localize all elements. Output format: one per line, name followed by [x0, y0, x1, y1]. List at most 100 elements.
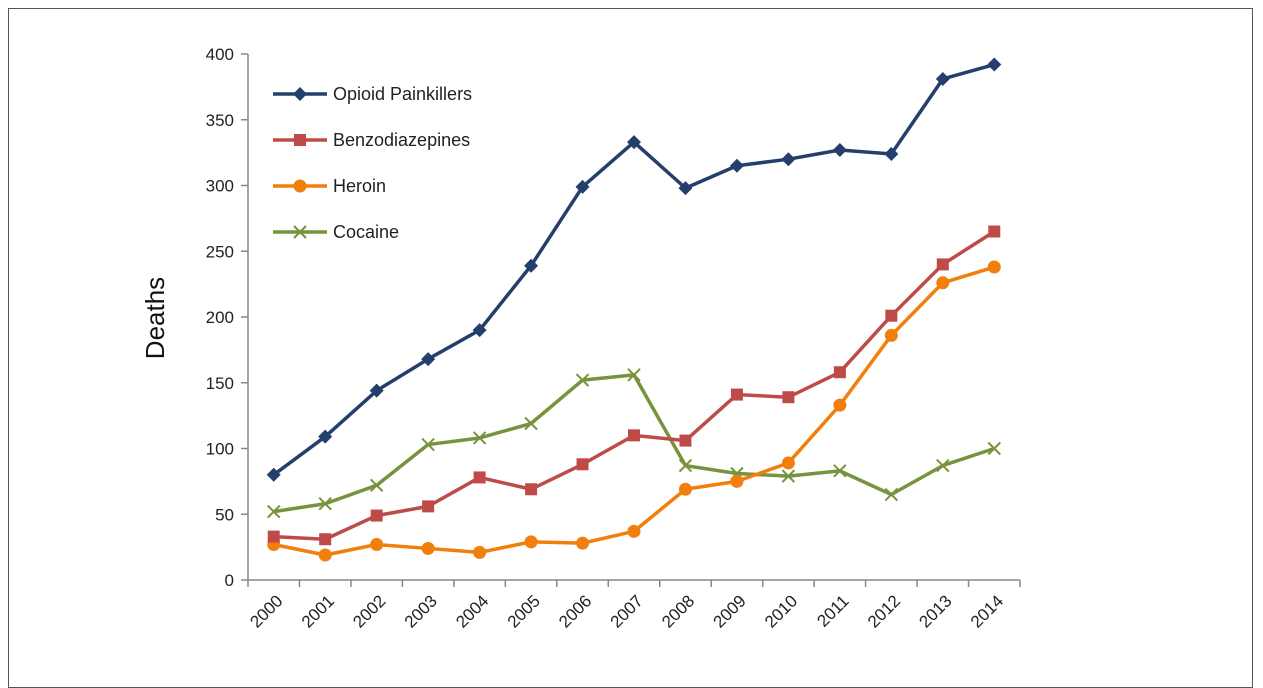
data-point — [833, 464, 847, 478]
data-point — [936, 458, 950, 473]
y-tick-label: 300 — [206, 177, 234, 196]
data-point — [781, 456, 795, 470]
x-marker-stroke — [987, 441, 1001, 456]
x-marker-stroke — [781, 469, 796, 483]
x-marker-stroke — [678, 458, 693, 473]
y-tick-label: 400 — [206, 45, 234, 64]
x-marker-stroke — [575, 373, 590, 387]
x-tick-label: 2010 — [761, 591, 801, 631]
data-point — [679, 434, 692, 447]
y-tick-label: 150 — [206, 374, 234, 393]
data-point — [627, 368, 641, 382]
y-tick-label: 350 — [206, 111, 234, 130]
data-point — [678, 458, 693, 473]
data-point — [575, 373, 590, 387]
data-point — [524, 258, 539, 273]
data-point — [318, 429, 333, 444]
y-tick-label: 0 — [225, 571, 234, 590]
data-point — [987, 260, 1001, 274]
x-tick-label: 2009 — [710, 591, 750, 631]
x-ticks: 2000 2001 2002 2003 2004 2005 2006 2007 2008 2009… — [246, 580, 1021, 632]
data-point — [267, 504, 281, 519]
legend-item: Opioid Painkillers — [273, 84, 472, 104]
data-point — [473, 545, 487, 559]
x-tick-label: 2001 — [298, 591, 338, 631]
data-point — [319, 533, 332, 546]
data-point — [730, 474, 744, 488]
y-tick-label: 50 — [215, 505, 234, 524]
x-marker-stroke — [936, 458, 950, 473]
x-tick-label: 2014 — [967, 591, 1007, 631]
x-tick-label: 2006 — [555, 591, 595, 631]
legend-marker — [294, 134, 306, 146]
data-point — [472, 323, 487, 338]
x-tick-label: 2004 — [452, 591, 492, 631]
data-point — [267, 530, 280, 543]
data-point — [422, 500, 435, 513]
x-tick-label: 2011 — [813, 591, 852, 630]
data-point — [781, 152, 796, 167]
data-point — [987, 441, 1001, 456]
data-point — [473, 471, 486, 484]
x-tick-label: 2002 — [349, 591, 389, 631]
data-point — [369, 478, 384, 493]
x-tick-label: 2005 — [504, 591, 544, 631]
data-point — [421, 541, 435, 555]
data-point — [885, 309, 898, 322]
data-point — [678, 181, 693, 196]
x-tick-label: 2000 — [246, 591, 286, 631]
legend-label: Benzodiazepines — [333, 130, 470, 150]
x-marker-stroke — [293, 225, 307, 239]
x-marker-stroke — [369, 478, 384, 493]
series-benzodiazepines — [267, 225, 1001, 546]
data-point — [524, 535, 538, 549]
legend-marker — [293, 179, 307, 193]
data-point — [730, 388, 743, 401]
data-point — [370, 537, 384, 551]
data-point — [936, 276, 950, 290]
data-point — [318, 497, 332, 511]
y-axis-title: Deaths — [140, 277, 170, 359]
data-point — [833, 398, 847, 412]
data-point — [781, 469, 796, 483]
data-point — [369, 383, 384, 398]
data-point — [575, 179, 590, 194]
data-point — [833, 366, 846, 379]
data-point — [729, 158, 744, 173]
series-opioid-painkillers — [266, 57, 1002, 482]
chart-frame — [8, 8, 1253, 688]
legend-item: Benzodiazepines — [273, 130, 470, 150]
legend-item: Cocaine — [273, 222, 399, 242]
data-point — [421, 437, 435, 452]
y-tick-label: 250 — [206, 242, 234, 261]
data-point — [987, 57, 1002, 72]
data-point — [627, 135, 641, 150]
data-point — [576, 536, 590, 550]
data-point — [421, 352, 436, 367]
x-marker-stroke — [884, 487, 899, 502]
data-point — [782, 391, 795, 404]
x-marker-stroke — [267, 504, 281, 519]
data-point — [988, 225, 1001, 238]
y-tick-label: 200 — [206, 308, 234, 327]
y-tick-label: 100 — [206, 440, 234, 459]
legend-label: Cocaine — [333, 222, 399, 242]
y-ticks: 0 50 100 150 200 250 300 350 400 — [206, 45, 248, 590]
x-marker-stroke — [318, 497, 332, 511]
data-point — [678, 482, 692, 496]
data-point — [525, 483, 538, 496]
x-marker-stroke — [421, 437, 435, 452]
data-point — [884, 487, 899, 502]
x-tick-label: 2008 — [658, 591, 698, 631]
legend-label: Heroin — [333, 176, 386, 196]
data-point — [628, 429, 640, 442]
data-point — [936, 258, 949, 271]
data-point — [935, 71, 950, 86]
x-tick-label: 2007 — [607, 591, 647, 631]
data-point — [884, 146, 899, 161]
data-point — [370, 509, 383, 522]
data-point — [266, 467, 281, 482]
data-point — [576, 458, 589, 471]
x-marker-stroke — [472, 431, 487, 445]
series-cocaine — [267, 368, 1001, 519]
